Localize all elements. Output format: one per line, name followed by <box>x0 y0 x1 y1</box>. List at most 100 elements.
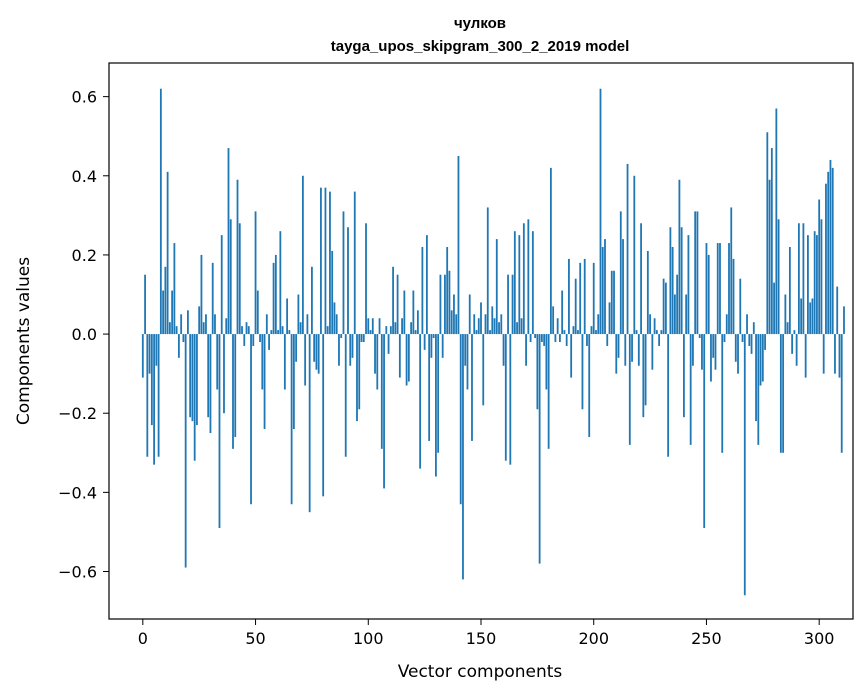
bar <box>398 334 401 378</box>
bar <box>232 334 234 449</box>
y-tick-label: −0.6 <box>58 563 97 582</box>
bar <box>202 322 205 335</box>
bar <box>563 330 566 335</box>
bar <box>784 294 787 335</box>
bar <box>444 274 446 335</box>
bar <box>577 330 579 335</box>
bar <box>473 314 476 335</box>
bar <box>836 286 839 335</box>
bar <box>773 282 775 335</box>
bar <box>245 322 248 335</box>
bar <box>292 334 295 430</box>
bar <box>462 334 464 580</box>
bar <box>750 334 753 354</box>
x-tick-label: 0 <box>138 629 148 648</box>
bar <box>606 334 609 346</box>
bar <box>791 334 794 354</box>
bar <box>324 187 327 335</box>
bar <box>234 334 237 437</box>
bar <box>725 314 728 335</box>
bar <box>211 262 214 335</box>
bar <box>633 175 636 335</box>
bar <box>714 334 717 370</box>
chart-title: чулков <box>454 15 506 32</box>
bar <box>518 235 521 335</box>
bar <box>320 187 322 335</box>
bar <box>793 330 796 335</box>
bar <box>464 334 467 366</box>
bar <box>766 132 769 335</box>
bar <box>146 334 149 457</box>
bar <box>678 179 681 335</box>
bar <box>838 334 841 378</box>
bar <box>301 175 304 335</box>
bar <box>834 334 836 374</box>
bar <box>205 314 207 335</box>
bar <box>599 88 602 335</box>
bar <box>601 247 604 335</box>
bar <box>540 334 543 342</box>
bar <box>367 318 370 335</box>
bar <box>802 223 805 335</box>
bar <box>583 258 586 335</box>
bar <box>410 322 413 335</box>
bar <box>229 219 232 335</box>
bar <box>531 231 534 335</box>
bar <box>425 235 428 335</box>
bar <box>322 334 325 497</box>
x-tick-label: 50 <box>245 629 265 648</box>
bar <box>507 274 509 335</box>
bar <box>378 318 381 335</box>
bar <box>719 243 721 335</box>
x-axis-label: Vector components <box>398 662 563 682</box>
bar <box>265 314 268 335</box>
bar <box>615 334 618 374</box>
bar <box>795 334 798 366</box>
bar <box>770 148 773 335</box>
bar <box>843 306 845 335</box>
bar <box>299 322 302 335</box>
bar <box>446 247 449 335</box>
bar <box>423 334 426 350</box>
bar <box>617 334 620 358</box>
bar <box>459 334 462 505</box>
bar <box>545 334 548 390</box>
bar <box>673 294 676 335</box>
bar <box>581 334 584 410</box>
bar <box>150 334 153 426</box>
bar <box>295 334 298 362</box>
bar <box>457 155 460 335</box>
bar <box>209 334 212 434</box>
bar <box>552 306 555 335</box>
bar <box>628 334 631 445</box>
bar <box>380 334 383 449</box>
bar <box>680 227 683 335</box>
bar <box>689 334 692 445</box>
bar <box>288 330 291 335</box>
bar <box>141 334 144 378</box>
bar <box>196 334 198 426</box>
bar <box>428 334 431 441</box>
bar <box>290 334 293 505</box>
bar <box>173 243 176 335</box>
bar <box>604 239 606 335</box>
bar <box>439 274 442 335</box>
bar <box>453 294 455 335</box>
bar <box>504 334 507 461</box>
bar <box>561 290 564 335</box>
bar <box>326 326 329 335</box>
bar <box>358 334 361 410</box>
bar <box>683 334 685 418</box>
bar <box>671 247 674 335</box>
bar <box>797 223 800 335</box>
bar <box>450 310 453 335</box>
bar <box>516 322 518 335</box>
bar <box>748 334 751 346</box>
bar <box>148 334 151 374</box>
bar <box>743 334 746 596</box>
bar <box>277 330 279 335</box>
x-tick-label: 200 <box>578 629 609 648</box>
bar <box>466 334 469 390</box>
bar <box>800 298 803 335</box>
bar <box>351 334 354 358</box>
